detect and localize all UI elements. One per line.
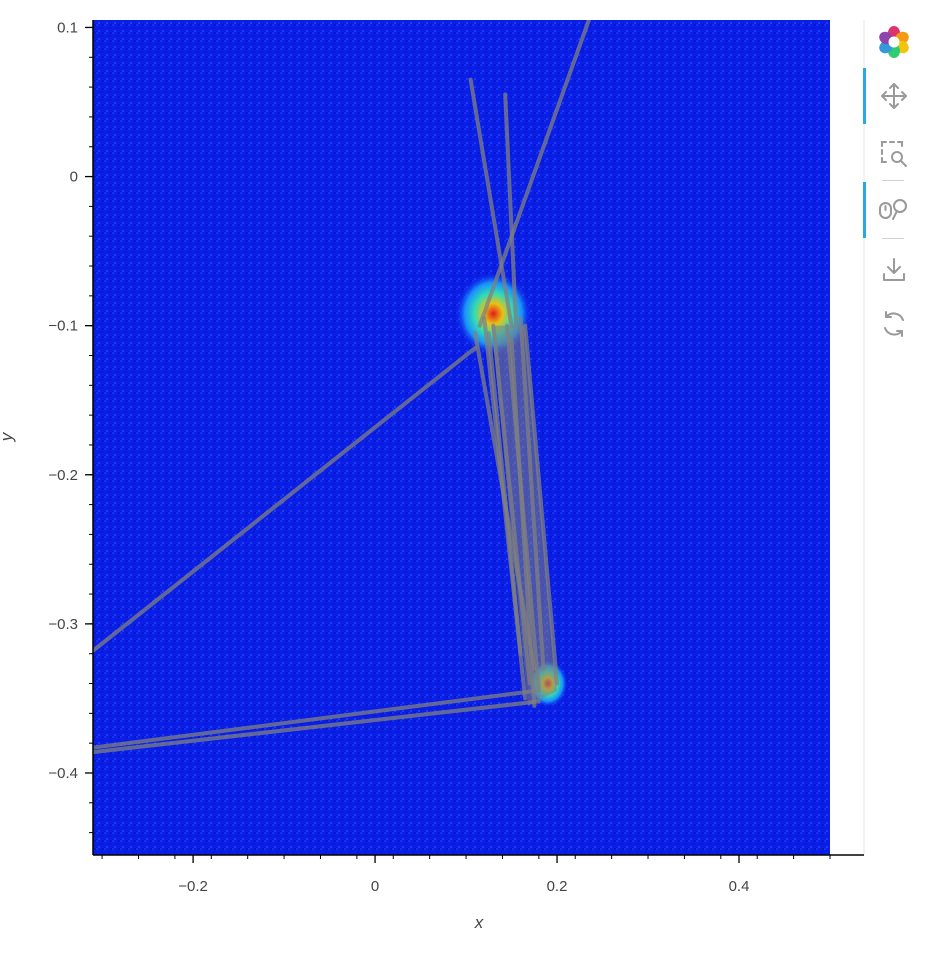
box-zoom-icon <box>881 141 907 167</box>
tick-labels: −0.2 0 0.2 0.4 0.1 0 −0.1 −0.2 −0.3 −0.4 <box>48 19 749 895</box>
trajectory-lines <box>93 20 591 755</box>
reset-tool[interactable] <box>864 302 924 342</box>
pan-tool[interactable] <box>863 68 924 124</box>
trajectory-segment <box>477 20 591 328</box>
trajectory-segment <box>93 699 541 755</box>
trajectory-bundle <box>491 325 558 706</box>
y-tick-label: 0.1 <box>57 19 78 36</box>
axes <box>85 20 864 863</box>
x-tick-label: −0.2 <box>178 878 208 895</box>
heatmap-background <box>93 20 830 855</box>
bokeh-logo-icon <box>879 26 909 58</box>
pan-tool-active-indicator <box>863 68 866 124</box>
trajectory-segment <box>523 323 560 686</box>
x-tick-label: 0.4 <box>729 878 750 895</box>
y-tick-label: 0 <box>70 169 78 186</box>
trajectory-segment <box>503 92 519 328</box>
y-axis-label: y <box>0 431 16 442</box>
save-icon <box>883 258 905 281</box>
box-zoom-tool[interactable] <box>864 132 924 172</box>
y-tick-label: −0.1 <box>48 318 78 335</box>
y-tick-label: −0.4 <box>48 765 78 782</box>
y-tick-label: −0.3 <box>48 616 78 633</box>
pan-icon <box>881 83 907 109</box>
wheel-zoom-tool-active-indicator <box>863 182 866 238</box>
trajectory-segment <box>468 77 514 328</box>
wheel-zoom-tool[interactable] <box>863 182 924 238</box>
toolbar-separator <box>882 180 904 181</box>
save-tool[interactable] <box>864 248 924 288</box>
x-axis-label: x <box>474 913 484 932</box>
wheel-zoom-icon <box>879 199 907 220</box>
plot-padding <box>830 20 865 855</box>
reset-icon <box>884 311 904 337</box>
y-tick-label: −0.2 <box>48 467 78 484</box>
x-tick-label: 0.2 <box>547 878 568 895</box>
x-tick-label: 0 <box>371 878 379 895</box>
trajectory-segment <box>93 346 478 653</box>
toolbar-separator <box>882 238 904 239</box>
trajectory-segment <box>93 688 537 750</box>
bokeh-logo[interactable] <box>864 20 924 60</box>
